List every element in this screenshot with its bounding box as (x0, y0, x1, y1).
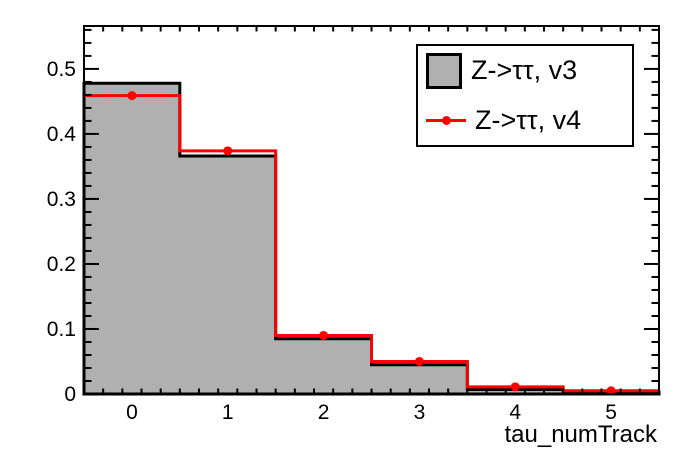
label-layer: 0 1 2 3 4 5 0 0.1 0.2 0.3 0.4 0.5 (47, 58, 617, 424)
y-tick-label: 0.2 (47, 253, 76, 276)
red-marker-point (127, 91, 137, 101)
red-marker-point (606, 386, 616, 396)
legend-label-v3: Z->ττ, v3 (471, 55, 578, 86)
x-tick-label: 2 (318, 401, 330, 424)
x-axis-title: tau_numTrack (504, 421, 658, 448)
red-dot-sample (441, 115, 451, 125)
y-tick-label: 0.3 (47, 188, 76, 211)
y-tick-label: 0.5 (47, 58, 76, 81)
x-tick-label: 4 (509, 401, 521, 424)
y-tick-label: 0.1 (47, 318, 76, 341)
red-step-line-v4 (84, 94, 659, 393)
legend-entry-v4: Z->ττ, v4 (418, 96, 632, 146)
red-marker-point (510, 382, 520, 392)
v4-line-marker-icon (426, 105, 466, 135)
series-layer (82, 81, 661, 396)
tick-layer (84, 26, 659, 394)
legend: Z->ττ, v3 Z->ττ, v4 (416, 44, 634, 147)
y-tick-label: 0 (64, 383, 76, 406)
x-tick-label: 3 (414, 401, 426, 424)
legend-label-v4: Z->ττ, v4 (475, 104, 582, 135)
x-tick-label: 1 (222, 401, 234, 424)
y-tick-label: 0.4 (47, 123, 77, 146)
legend-entry-v3: Z->ττ, v3 (418, 46, 632, 96)
x-tick-label: 5 (605, 401, 617, 424)
v3-fill-swatch-icon (426, 52, 462, 89)
red-marker-point (223, 146, 233, 156)
x-tick-label: 0 (126, 401, 138, 424)
red-marker-point (414, 356, 424, 366)
red-marker-point (319, 330, 329, 340)
